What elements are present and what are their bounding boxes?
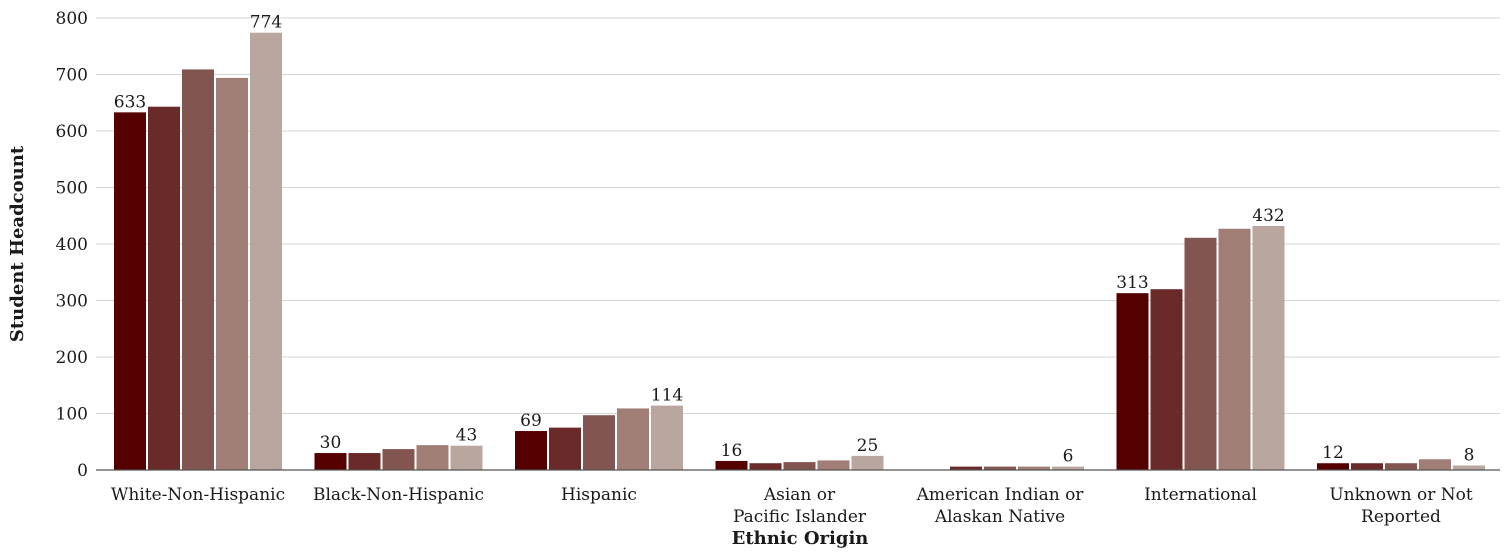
bar-3-4 — [851, 455, 884, 470]
bar-0-0 — [114, 112, 146, 470]
bar-2-0 — [515, 431, 547, 470]
bars — [114, 32, 1485, 470]
bar-5-1 — [1150, 289, 1183, 470]
bar-5-2 — [1184, 237, 1217, 470]
category-label: Hispanic — [561, 485, 637, 505]
x-axis-title: Ethnic Origin — [732, 528, 869, 549]
y-tick-label: 600 — [56, 122, 88, 142]
bar-4-3 — [1018, 466, 1050, 470]
bar-1-0 — [314, 453, 347, 470]
y-tick-label: 700 — [56, 66, 88, 86]
y-axis-ticks: 0 100 200 300 400 500 600 700 800 — [56, 9, 88, 481]
gridlines — [96, 17, 1500, 414]
data-label: 16 — [721, 441, 743, 461]
data-label: 8 — [1464, 445, 1475, 465]
bar-3-1 — [749, 463, 782, 470]
data-labels: 633 774 30 43 69 114 16 25 6 313 432 12 8 — [114, 13, 1475, 467]
bar-1-3 — [416, 445, 449, 470]
data-label: 30 — [320, 433, 342, 453]
bar-4-1 — [950, 466, 982, 470]
bar-3-2 — [783, 462, 816, 470]
category-label: White-Non-Hispanic — [111, 485, 285, 505]
bar-5-3 — [1218, 228, 1251, 470]
category-labels: White-Non-Hispanic Black-Non-Hispanic Hisp… — [111, 485, 1473, 527]
bar-3-0 — [715, 460, 748, 470]
bar-2-4 — [651, 405, 683, 470]
y-tick-label: 300 — [56, 292, 88, 312]
bar-1-4 — [450, 445, 483, 470]
category-label: International — [1144, 485, 1257, 505]
data-label: 25 — [857, 436, 879, 456]
bar-5-0 — [1116, 293, 1149, 470]
data-label: 12 — [1322, 443, 1344, 463]
bar-3-3 — [817, 460, 850, 470]
bar-6-2 — [1385, 463, 1417, 470]
data-label: 69 — [520, 411, 542, 431]
y-tick-label: 500 — [56, 179, 88, 199]
y-tick-label: 100 — [56, 405, 88, 425]
bar-0-2 — [182, 69, 214, 470]
y-axis-title: Student Headcount — [7, 145, 28, 342]
bar-0-3 — [216, 77, 248, 470]
bar-4-4 — [1052, 466, 1084, 470]
category-label: Unknown or Not Reported — [1329, 485, 1473, 527]
bar-2-2 — [583, 415, 615, 470]
y-tick-label: 0 — [77, 461, 88, 481]
data-label: 432 — [1252, 206, 1284, 226]
bar-4-2 — [984, 466, 1016, 470]
y-tick-label: 800 — [56, 9, 88, 29]
bar-6-0 — [1317, 463, 1349, 470]
bar-2-1 — [549, 427, 581, 470]
bar-6-1 — [1351, 463, 1383, 470]
bar-0-1 — [148, 106, 180, 470]
y-tick-label: 400 — [56, 235, 88, 255]
data-label: 114 — [651, 386, 683, 406]
bar-1-2 — [382, 449, 415, 470]
data-label: 6 — [1063, 447, 1074, 467]
bar-5-4 — [1252, 225, 1285, 470]
bar-6-4 — [1453, 465, 1485, 470]
category-label: Black-Non-Hispanic — [313, 485, 484, 505]
bar-0-4 — [250, 32, 282, 470]
category-label: Asian or Pacific Islander — [733, 485, 867, 527]
y-tick-label: 200 — [56, 348, 88, 368]
category-label: American Indian or Alaskan Native — [916, 485, 1085, 527]
data-label: 43 — [456, 426, 478, 446]
data-label: 633 — [114, 92, 146, 112]
data-label: 774 — [250, 13, 282, 33]
data-label: 313 — [1116, 273, 1148, 293]
bar-6-3 — [1419, 459, 1451, 470]
bar-2-3 — [617, 408, 649, 470]
bar-1-1 — [348, 453, 381, 470]
